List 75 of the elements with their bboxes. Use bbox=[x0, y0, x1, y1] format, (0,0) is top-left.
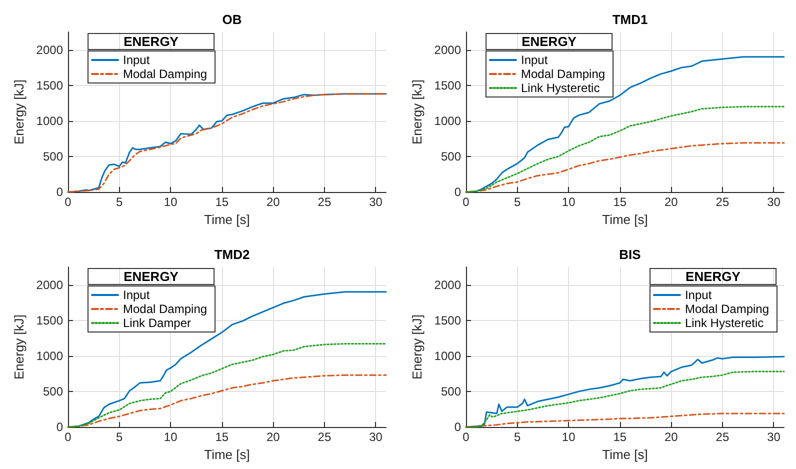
x-tick-label: 15 bbox=[215, 430, 229, 444]
legend-label: Link Hysteretic bbox=[684, 316, 764, 330]
y-tick-label: 1000 bbox=[434, 348, 462, 363]
x-tick-label: 0 bbox=[462, 430, 470, 444]
legend-title: ENERGY bbox=[686, 269, 741, 284]
x-tick-label: 10 bbox=[164, 195, 178, 209]
legend-label: Link Damper bbox=[123, 316, 192, 330]
x-tick-label: 20 bbox=[266, 195, 280, 209]
chart-title: TMD1 bbox=[612, 12, 648, 27]
y-tick-label: 1500 bbox=[36, 313, 64, 328]
x-tick-label: 25 bbox=[716, 195, 730, 209]
x-tick-label: 10 bbox=[562, 195, 576, 209]
legend-title: ENERGY bbox=[124, 34, 179, 49]
x-tick-label: 25 bbox=[716, 430, 730, 444]
legend-title: ENERGY bbox=[124, 269, 179, 284]
y-tick-label: 1000 bbox=[36, 114, 64, 128]
y-tick-label: 1500 bbox=[434, 78, 462, 92]
chart-title: TMD2 bbox=[214, 247, 250, 262]
y-tick-label: 1000 bbox=[434, 114, 462, 128]
x-axis-title: Time [s] bbox=[602, 446, 648, 462]
x-tick-label: 15 bbox=[215, 195, 229, 209]
x-tick-label: 10 bbox=[164, 430, 178, 444]
x-axis-title: Time [s] bbox=[602, 212, 648, 227]
legend-label: Modal Damping bbox=[123, 67, 208, 81]
y-tick-label: 2000 bbox=[36, 278, 64, 292]
x-tick-label: 10 bbox=[562, 430, 576, 444]
x-tick-label: 30 bbox=[767, 195, 781, 209]
y-axis-title: Energy [kJ] bbox=[409, 79, 424, 145]
y-tick-label: 0 bbox=[56, 420, 64, 434]
y-tick-label: 500 bbox=[42, 384, 64, 398]
y-tick-label: 1500 bbox=[36, 78, 64, 92]
x-tick-label: 20 bbox=[266, 430, 280, 444]
y-tick-label: 500 bbox=[440, 384, 462, 398]
x-tick-label: 15 bbox=[613, 195, 627, 209]
y-tick-label: 1500 bbox=[434, 313, 462, 328]
y-tick-label: 2000 bbox=[434, 42, 462, 57]
legend-label: Link Hysteretic bbox=[521, 81, 600, 95]
y-tick-label: 0 bbox=[56, 185, 64, 199]
x-tick-label: 5 bbox=[514, 195, 521, 209]
chart-title: OB bbox=[222, 12, 242, 27]
y-tick-label: 2000 bbox=[434, 278, 462, 292]
chart-title: BIS bbox=[619, 247, 642, 262]
x-tick-label: 30 bbox=[369, 195, 383, 209]
legend-title: ENERGY bbox=[522, 34, 577, 49]
legend-label: Modal Damping bbox=[684, 302, 770, 316]
legend-label: Modal Damping bbox=[521, 67, 606, 81]
y-axis-title: Energy [kJ] bbox=[11, 314, 26, 380]
x-tick-label: 30 bbox=[767, 430, 781, 444]
y-tick-label: 500 bbox=[42, 149, 64, 164]
x-tick-label: 25 bbox=[318, 195, 332, 209]
x-tick-label: 15 bbox=[613, 430, 627, 444]
y-axis-title: Energy [kJ] bbox=[409, 314, 424, 380]
y-tick-label: 0 bbox=[454, 185, 462, 199]
legend-label: Input bbox=[123, 288, 150, 302]
x-tick-label: 25 bbox=[318, 430, 332, 444]
y-tick-label: 0 bbox=[454, 420, 462, 434]
x-tick-label: 5 bbox=[116, 195, 123, 209]
x-tick-label: 0 bbox=[64, 430, 72, 444]
y-axis-title: Energy [kJ] bbox=[11, 79, 26, 145]
legend-label: Input bbox=[123, 53, 150, 67]
y-tick-label: 500 bbox=[440, 149, 462, 164]
y-tick-label: 1000 bbox=[36, 348, 64, 363]
x-tick-label: 5 bbox=[514, 430, 521, 444]
y-tick-label: 2000 bbox=[36, 42, 64, 57]
x-tick-label: 0 bbox=[64, 195, 72, 209]
x-tick-label: 0 bbox=[462, 195, 470, 209]
legend-label: Input bbox=[521, 53, 548, 67]
x-axis-title: Time [s] bbox=[204, 212, 250, 227]
x-tick-label: 5 bbox=[116, 430, 123, 444]
x-tick-label: 30 bbox=[369, 430, 383, 444]
x-tick-label: 20 bbox=[664, 195, 678, 209]
legend-label: Input bbox=[684, 288, 712, 302]
x-axis-title: Time [s] bbox=[204, 446, 250, 462]
legend-label: Modal Damping bbox=[123, 302, 208, 316]
x-tick-label: 20 bbox=[664, 430, 678, 444]
